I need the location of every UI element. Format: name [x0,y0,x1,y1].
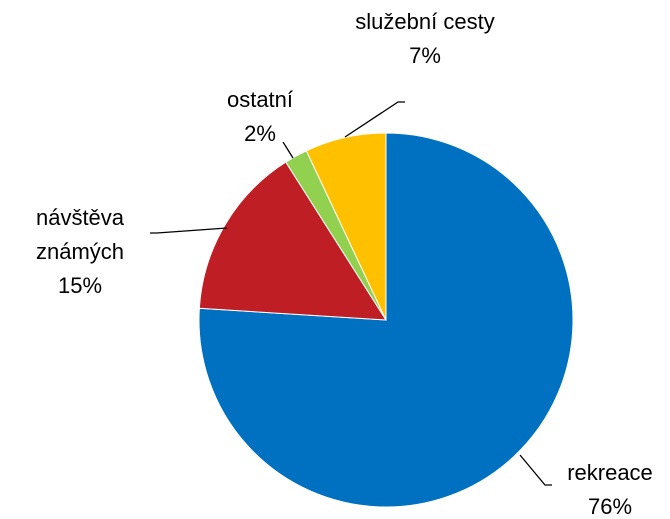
category-name: služební cesty [355,9,495,34]
leader-line [519,454,552,486]
value-label: 7% [409,43,441,68]
leader-line [150,227,228,234]
slice-label: návštěva známých 15% [10,201,150,303]
value-label: 15% [57,273,103,298]
category-name: návštěva známých [35,205,125,264]
value-label: 76% [587,494,633,519]
leader-line [282,141,294,159]
leader-line [344,101,405,138]
slice-label: rekreace 76% [540,456,670,519]
pie-slice [198,161,387,321]
pie-slice [305,132,387,321]
value-label: 2% [244,121,276,146]
category-name: ostatní [226,87,294,112]
category-name: rekreace [567,460,653,485]
slice-label: ostatní 2% [200,83,320,151]
slice-label: služební cesty 7% [345,5,505,73]
